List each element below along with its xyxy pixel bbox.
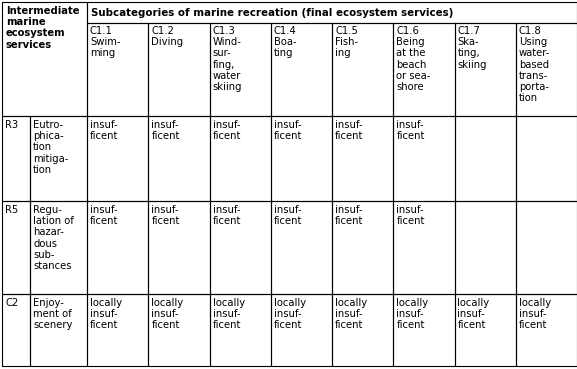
Bar [516, 116, 577, 201]
Text: Enjoy-
ment of
scenery: Enjoy- ment of scenery [33, 298, 72, 330]
Bar [271, 294, 332, 366]
Text: Subcategories of marine recreation (final ecosystem services): Subcategories of marine recreation (fina… [91, 7, 454, 17]
Bar [516, 201, 577, 294]
Text: C1.7
Ska-
ting,
skiing: C1.7 Ska- ting, skiing [458, 26, 487, 70]
Bar [209, 201, 271, 294]
Bar [209, 23, 271, 116]
Bar [209, 294, 271, 366]
Text: locally
insuf-
ficent: locally insuf- ficent [151, 298, 183, 330]
Bar [271, 23, 332, 116]
Text: Intermediate
marine
ecosystem
services: Intermediate marine ecosystem services [6, 6, 80, 49]
Bar [516, 294, 577, 366]
Text: C1.3
Wind-
sur-
fing,
water
skiing: C1.3 Wind- sur- fing, water skiing [212, 26, 242, 92]
Text: insuf-
ficent: insuf- ficent [151, 205, 179, 226]
Text: C1.4
Boa-
ting: C1.4 Boa- ting [273, 26, 297, 58]
Bar [30, 294, 87, 366]
Text: insuf-
ficent: insuf- ficent [396, 205, 425, 226]
Text: C1.8
Using
water-
based
trans-
porta-
tion: C1.8 Using water- based trans- porta- ti… [519, 26, 550, 103]
Text: insuf-
ficent: insuf- ficent [90, 120, 118, 141]
Text: C2: C2 [5, 298, 18, 308]
Text: locally
insuf-
ficent: locally insuf- ficent [458, 298, 490, 330]
Bar [148, 294, 209, 366]
Text: insuf-
ficent: insuf- ficent [212, 120, 241, 141]
Bar [332, 116, 394, 201]
Text: C1.6
Being
at the
beach
or sea-
shore: C1.6 Being at the beach or sea- shore [396, 26, 430, 92]
Text: C1.2
Diving: C1.2 Diving [151, 26, 183, 47]
Text: locally
insuf-
ficent: locally insuf- ficent [90, 298, 122, 330]
Text: insuf-
ficent: insuf- ficent [151, 120, 179, 141]
Bar [455, 294, 516, 366]
Text: Regu-
lation of
hazar-
dous
sub-
stances: Regu- lation of hazar- dous sub- stances [33, 205, 74, 271]
Bar [455, 116, 516, 201]
Bar [332, 23, 394, 116]
Bar [2, 294, 30, 366]
Bar [87, 23, 148, 116]
Bar [148, 116, 209, 201]
Bar [516, 23, 577, 116]
Bar [87, 201, 148, 294]
Text: R5: R5 [5, 205, 18, 215]
Text: insuf-
ficent: insuf- ficent [273, 120, 302, 141]
Bar [148, 23, 209, 116]
Bar [87, 116, 148, 201]
Bar [2, 201, 30, 294]
Text: locally
insuf-
ficent: locally insuf- ficent [519, 298, 551, 330]
Bar [271, 201, 332, 294]
Bar [455, 201, 516, 294]
Text: locally
insuf-
ficent: locally insuf- ficent [335, 298, 367, 330]
Text: insuf-
ficent: insuf- ficent [335, 120, 364, 141]
Bar [271, 116, 332, 201]
Text: insuf-
ficent: insuf- ficent [335, 205, 364, 226]
Bar [332, 294, 394, 366]
Bar [394, 116, 455, 201]
Bar [2, 2, 87, 116]
Text: R3: R3 [5, 120, 18, 130]
Bar [332, 201, 394, 294]
Bar [148, 201, 209, 294]
Bar [87, 294, 148, 366]
Text: insuf-
ficent: insuf- ficent [212, 205, 241, 226]
Text: insuf-
ficent: insuf- ficent [90, 205, 118, 226]
Bar [30, 201, 87, 294]
Text: Eutro-
phica-
tion
mitiga-
tion: Eutro- phica- tion mitiga- tion [33, 120, 69, 175]
Bar [30, 116, 87, 201]
Text: C1.5
Fish-
ing: C1.5 Fish- ing [335, 26, 358, 58]
Bar [455, 23, 516, 116]
Bar [209, 116, 271, 201]
Text: insuf-
ficent: insuf- ficent [396, 120, 425, 141]
Bar [2, 116, 30, 201]
Bar [394, 201, 455, 294]
Bar [394, 23, 455, 116]
Text: C1.1
Swim-
ming: C1.1 Swim- ming [90, 26, 121, 58]
Text: locally
insuf-
ficent: locally insuf- ficent [396, 298, 428, 330]
Text: locally
insuf-
ficent: locally insuf- ficent [212, 298, 245, 330]
Bar [394, 294, 455, 366]
Text: insuf-
ficent: insuf- ficent [273, 205, 302, 226]
Bar [87, 2, 577, 23]
Text: locally
insuf-
ficent: locally insuf- ficent [273, 298, 306, 330]
